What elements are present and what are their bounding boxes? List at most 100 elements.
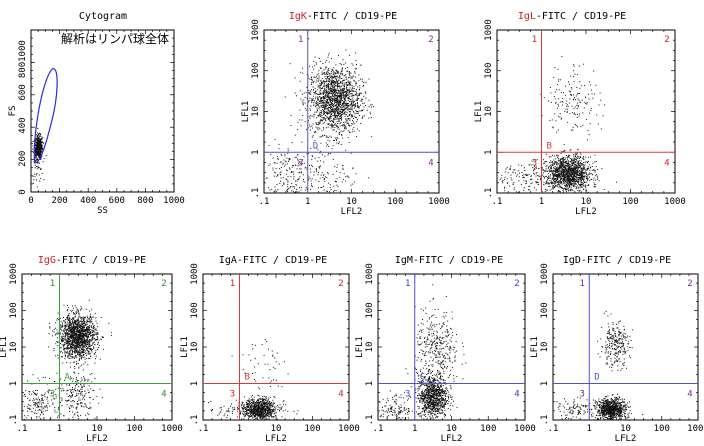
data-point [529,185,531,187]
data-point [347,137,349,139]
data-point [92,335,93,337]
data-point [584,167,586,169]
data-point [330,83,332,85]
data-point [343,110,345,112]
data-point [565,167,567,169]
data-point [582,169,584,171]
data-point [581,182,583,184]
data-point [341,83,343,85]
data-point [273,171,275,173]
data-point [100,317,102,318]
data-point [567,181,568,183]
data-point [548,169,550,171]
data-point [298,178,299,180]
data-point [560,164,562,166]
data-point [562,101,564,103]
data-point [582,124,584,126]
data-point [316,127,318,129]
data-point [339,87,341,89]
data-point [337,96,339,98]
data-point [74,342,76,344]
data-point [70,323,72,324]
data-point [331,85,333,87]
data-point [585,184,586,186]
data-point [356,95,358,96]
data-point [79,347,81,349]
data-point [581,185,583,187]
data-point [327,190,328,192]
data-point [41,148,43,150]
data-point [575,155,576,157]
data-point [340,99,342,101]
data-point [96,332,98,334]
data-point [569,177,571,179]
data-point [323,79,325,81]
data-point [331,84,333,86]
data-point [537,175,539,176]
data-point [373,106,374,108]
data-point [302,102,304,104]
data-point [346,91,348,93]
data-point [571,181,573,183]
data-point [89,329,91,331]
data-point [329,153,331,155]
data-point [338,82,340,84]
data-point [332,72,334,74]
data-point [318,187,319,189]
data-point [37,142,39,144]
data-point [569,172,570,174]
data-point [338,79,340,81]
data-point [289,186,291,188]
data-point [571,183,573,184]
data-point [312,86,314,88]
data-point [560,181,562,183]
data-point [320,101,322,103]
data-point [337,116,339,118]
data-point [341,91,343,93]
data-point [575,165,577,167]
data-point [537,184,539,186]
data-point [286,186,288,188]
data-point [560,185,562,187]
data-point [62,324,63,326]
data-point [558,78,560,80]
data-point [565,166,567,168]
data-point [516,174,518,176]
data-point [554,162,555,164]
y-tick-label: .1 [251,188,261,199]
data-point [317,80,319,82]
data-point [351,131,353,133]
data-point [541,114,543,116]
data-point [513,187,515,189]
data-point [557,176,559,177]
data-point [37,135,39,137]
data-point [327,78,329,80]
data-point [333,95,335,97]
data-point [564,159,566,160]
data-point [313,104,314,106]
data-point [322,104,324,106]
data-point [562,98,564,100]
data-point [567,180,569,182]
data-point [322,81,324,83]
data-point [323,84,325,86]
data-point [361,110,363,112]
data-point [573,159,575,161]
data-point [39,137,41,139]
data-point [566,176,567,178]
data-point [331,95,333,97]
data-point [90,339,92,341]
data-point [306,105,308,107]
data-point [357,106,359,108]
data-point [326,83,328,85]
data-point [328,113,330,115]
data-point [351,116,352,118]
data-point [565,174,567,175]
data-point [566,174,567,176]
data-point [37,137,39,139]
data-point [35,147,37,149]
cluster-1 [265,115,337,193]
data-point [549,189,551,191]
data-point [509,168,511,170]
data-point [587,178,589,180]
